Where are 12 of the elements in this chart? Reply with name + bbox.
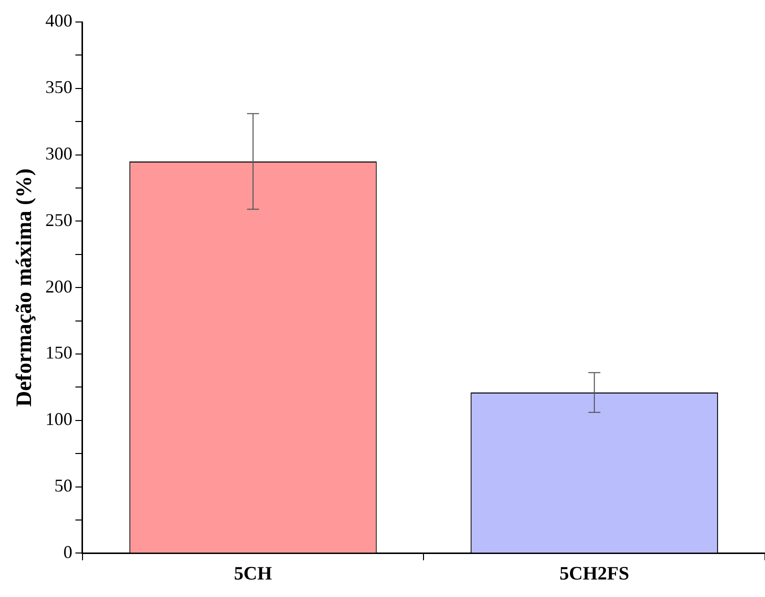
y-tick-label: 100 <box>45 409 72 430</box>
y-tick-label: 400 <box>45 10 72 31</box>
y-tick-label: 150 <box>45 342 72 363</box>
y-tick-label: 250 <box>45 210 72 230</box>
y-axis-title: Deformação máxima (%) <box>10 168 36 407</box>
y-tick-label: 350 <box>45 77 72 98</box>
x-tick-label: 5CH2FS <box>560 564 630 585</box>
y-tick-label: 50 <box>54 476 72 496</box>
y-tick-label: 300 <box>45 144 72 164</box>
y-tick-label: 200 <box>45 276 72 296</box>
y-tick-label: 0 <box>63 542 72 562</box>
x-tick-label: 5CH <box>234 564 272 585</box>
